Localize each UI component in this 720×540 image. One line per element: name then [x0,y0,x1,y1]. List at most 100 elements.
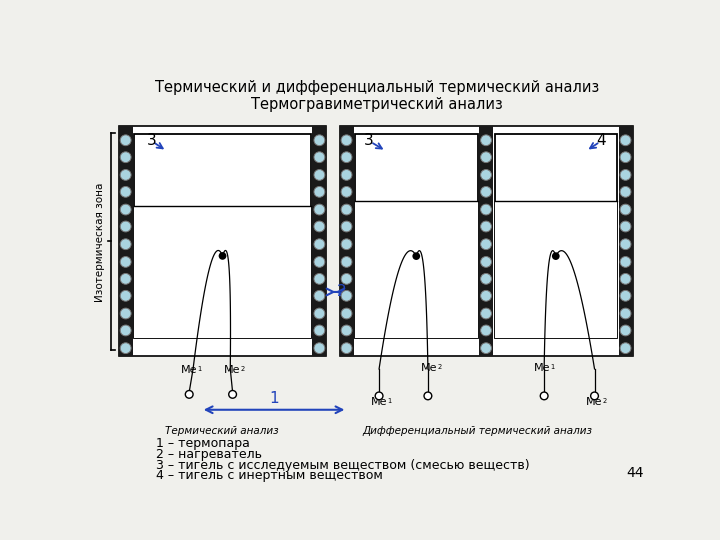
Circle shape [120,170,131,180]
Circle shape [481,204,492,215]
Text: Me: Me [371,397,387,407]
Circle shape [481,343,492,354]
Circle shape [120,135,131,146]
Text: $_1$: $_1$ [197,364,202,374]
Circle shape [540,392,548,400]
Circle shape [620,273,631,284]
Circle shape [341,152,352,163]
Circle shape [341,308,352,319]
Circle shape [620,170,631,180]
Circle shape [314,135,325,146]
Circle shape [314,291,325,301]
Bar [479,126,493,356]
Text: 1 – термопара: 1 – термопара [156,437,250,450]
Circle shape [620,204,631,215]
Text: 2: 2 [337,285,347,300]
Text: Термический и дифференциальный термический анализ: Термический и дифференциальный термическ… [155,80,599,95]
Circle shape [120,325,131,336]
Circle shape [590,392,598,400]
Bar [312,126,326,356]
Bar [134,134,311,338]
Circle shape [219,252,226,260]
Bar [340,126,632,356]
Circle shape [620,325,631,336]
Circle shape [620,221,631,232]
Circle shape [481,256,492,267]
Circle shape [341,256,352,267]
Text: Изотермическая зона: Изотермическая зона [95,182,105,301]
Circle shape [481,273,492,284]
Text: 4: 4 [597,133,606,148]
Circle shape [620,291,631,301]
Circle shape [314,152,325,163]
Circle shape [481,170,492,180]
Bar [119,126,326,356]
Circle shape [314,170,325,180]
Text: 2 – нагреватель: 2 – нагреватель [156,448,262,461]
Circle shape [341,186,352,197]
Circle shape [481,325,492,336]
Text: $_1$: $_1$ [387,396,392,406]
Circle shape [120,204,131,215]
Circle shape [481,239,492,249]
Circle shape [341,135,352,146]
Text: Дифференциальный термический анализ: Дифференциальный термический анализ [363,426,593,436]
Circle shape [375,392,383,400]
Circle shape [314,204,325,215]
Circle shape [314,221,325,232]
Bar [618,126,632,356]
Circle shape [341,221,352,232]
Text: 3 – тигель с исследуемым веществом (смесью веществ): 3 – тигель с исследуемым веществом (смес… [156,458,529,472]
Bar [495,134,617,338]
Circle shape [314,239,325,249]
Text: Термический анализ: Термический анализ [165,426,279,436]
Circle shape [314,325,325,336]
Circle shape [481,135,492,146]
Circle shape [120,256,131,267]
Circle shape [120,186,131,197]
Text: Me: Me [181,365,197,375]
Circle shape [120,239,131,249]
Text: 3: 3 [146,133,156,148]
Text: Me: Me [586,397,603,407]
Text: 3: 3 [364,133,374,148]
Circle shape [314,186,325,197]
Circle shape [481,308,492,319]
Circle shape [185,390,193,398]
Text: 1: 1 [269,391,279,406]
Circle shape [341,325,352,336]
Circle shape [413,252,420,260]
Circle shape [120,273,131,284]
Text: 44: 44 [626,466,644,480]
Circle shape [620,256,631,267]
Text: $_2$: $_2$ [437,362,443,372]
Text: $_2$: $_2$ [240,364,246,374]
Circle shape [481,221,492,232]
Circle shape [314,273,325,284]
Text: $_1$: $_1$ [550,362,556,372]
Bar [119,126,132,356]
Circle shape [314,256,325,267]
Bar [134,206,311,338]
Text: 4 – тигель с инертным веществом: 4 – тигель с инертным веществом [156,469,383,482]
Circle shape [341,273,352,284]
Circle shape [620,308,631,319]
Circle shape [120,152,131,163]
Text: Термогравиметрический анализ: Термогравиметрический анализ [251,97,503,112]
Circle shape [620,343,631,354]
Circle shape [424,392,432,400]
Circle shape [620,239,631,249]
Bar [355,201,477,338]
Circle shape [120,343,131,354]
Circle shape [229,390,236,398]
Circle shape [481,291,492,301]
Circle shape [120,308,131,319]
Circle shape [314,308,325,319]
Circle shape [341,291,352,301]
Circle shape [341,343,352,354]
Circle shape [620,186,631,197]
Circle shape [120,221,131,232]
Text: Me: Me [225,365,241,375]
Text: $_2$: $_2$ [602,396,608,406]
Circle shape [481,152,492,163]
